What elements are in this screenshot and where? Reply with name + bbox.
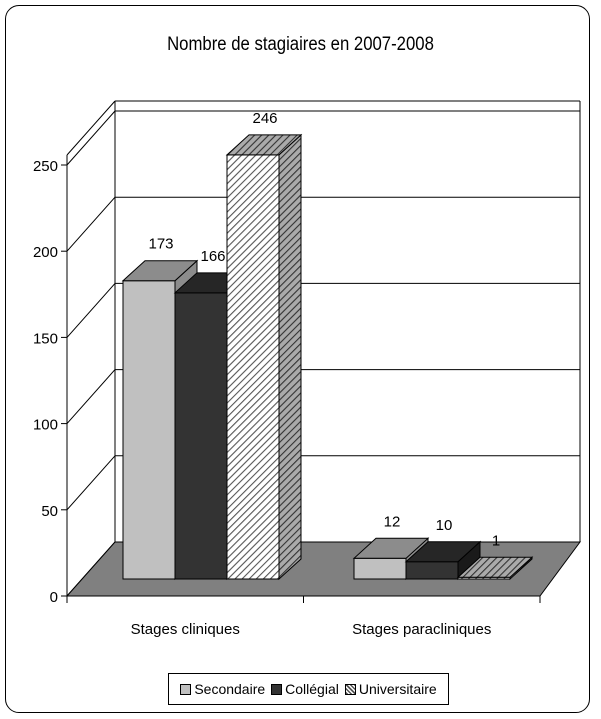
data-label: 166 bbox=[200, 248, 225, 265]
chart-legend: Secondaire Collégial Universitaire bbox=[168, 673, 449, 705]
bar-top-face bbox=[456, 556, 534, 578]
side-wall-gridline bbox=[66, 196, 116, 252]
data-label: 10 bbox=[436, 517, 453, 534]
side-wall-top-edge bbox=[66, 100, 116, 156]
legend-swatch-universitaire bbox=[344, 683, 356, 695]
bar-top-face bbox=[352, 537, 430, 559]
data-label: 246 bbox=[252, 110, 277, 127]
legend-item-secondaire: Secondaire bbox=[180, 681, 265, 697]
y-tick-label: 100 bbox=[33, 417, 58, 434]
bar-top-face bbox=[225, 134, 303, 156]
legend-label-universitaire: Universitaire bbox=[358, 681, 437, 697]
bar-side-face bbox=[278, 133, 302, 581]
data-label: 12 bbox=[384, 513, 401, 530]
bar-top-face bbox=[404, 541, 482, 563]
bar bbox=[353, 557, 407, 580]
legend-swatch-collegial bbox=[271, 683, 283, 695]
data-label: 1 bbox=[492, 532, 500, 549]
bar bbox=[405, 561, 459, 580]
side-wall-gridline bbox=[66, 110, 116, 166]
legend-label-secondaire: Secondaire bbox=[194, 681, 266, 697]
bar bbox=[226, 154, 280, 580]
y-tick-label: 0 bbox=[50, 589, 58, 606]
legend-swatch-secondaire bbox=[180, 683, 192, 695]
x-tick-label: Stages paracliniques bbox=[352, 621, 491, 638]
bar bbox=[122, 280, 176, 580]
bar bbox=[174, 292, 228, 580]
y-tick-label: 150 bbox=[33, 330, 58, 347]
side-wall-gridline bbox=[66, 369, 116, 424]
y-tick-label: 200 bbox=[33, 244, 58, 261]
bar-top-face bbox=[121, 260, 199, 282]
side-wall-gridline bbox=[66, 455, 116, 511]
legend-label-collegial: Collégial bbox=[285, 681, 339, 697]
x-tick-label: Stages cliniques bbox=[131, 621, 240, 638]
y-tick-label: 50 bbox=[41, 503, 58, 520]
y-tick-label: 250 bbox=[33, 158, 58, 175]
chart-title: Nombre de stagiaires en 2007-2008 bbox=[167, 34, 434, 55]
legend-item-collegial: Collégial bbox=[271, 681, 339, 697]
side-wall-gridline bbox=[66, 283, 116, 338]
data-label: 173 bbox=[148, 236, 173, 253]
legend-item-universitaire: Universitaire bbox=[344, 681, 437, 697]
